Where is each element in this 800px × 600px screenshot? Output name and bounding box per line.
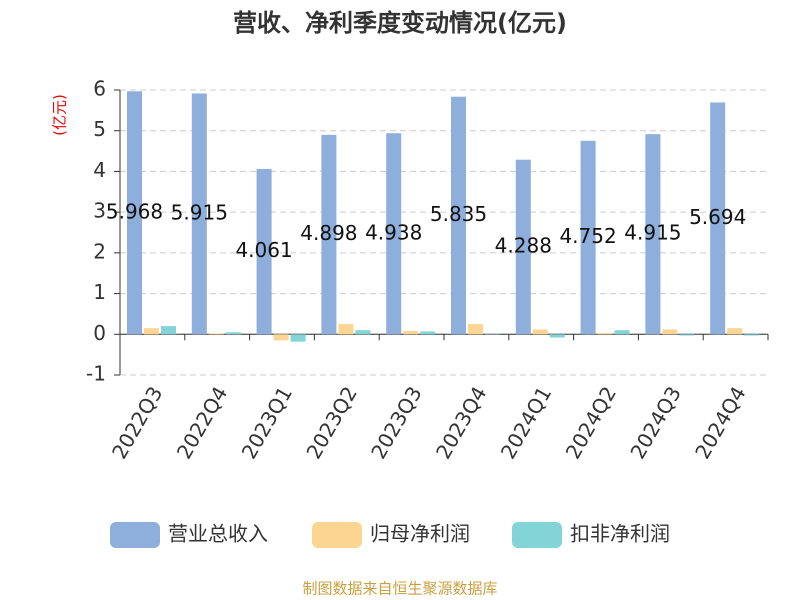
- bar: [744, 334, 759, 335]
- data-label: 4.061: [235, 238, 292, 262]
- y-tick-label: 1: [93, 280, 106, 304]
- x-tick-label: 2023Q1: [237, 382, 297, 463]
- bar: [468, 324, 483, 334]
- bar: [355, 330, 370, 334]
- y-axis-label: (亿元): [51, 94, 69, 136]
- data-label: 5.915: [171, 200, 228, 224]
- bar: [274, 334, 289, 340]
- x-tick-label: 2023Q2: [301, 382, 361, 463]
- data-label: 4.898: [300, 221, 357, 245]
- legend-swatch: [512, 522, 562, 548]
- chart: 营收、净利季度变动情况(亿元) (亿元) 制图数据来自恒生聚源数据库 -1 0 1 2…: [0, 0, 800, 600]
- legend-label: 扣非净利润: [570, 522, 670, 546]
- bar: [338, 324, 353, 334]
- bar: [291, 334, 306, 341]
- y-tick-label: 0: [93, 321, 106, 345]
- bar: [226, 332, 241, 334]
- bar: [161, 326, 176, 334]
- data-label: 4.752: [559, 224, 616, 248]
- bar: [420, 331, 435, 334]
- y-tick-label: 5: [93, 117, 106, 141]
- legend-label: 营业总收入: [168, 522, 268, 546]
- legend-label: 归母净利润: [370, 522, 470, 546]
- chart-title: 营收、净利季度变动情况(亿元): [233, 9, 567, 37]
- x-tick-label: 2024Q1: [496, 382, 556, 463]
- bar: [403, 331, 418, 334]
- y-tick-label: -1: [86, 362, 106, 386]
- y-tick-label: 2: [93, 239, 106, 263]
- x-tick-label: 2023Q4: [431, 382, 491, 463]
- bar: [144, 328, 159, 334]
- bar: [209, 333, 224, 334]
- bar: [662, 329, 677, 334]
- legend-swatch: [110, 522, 160, 548]
- x-tick-label: 2024Q2: [561, 382, 621, 463]
- x-tick-label: 2024Q4: [690, 382, 750, 463]
- x-tick-label: 2023Q3: [366, 382, 426, 463]
- data-label: 4.938: [365, 220, 422, 244]
- bar: [615, 330, 630, 334]
- bar: [550, 334, 565, 337]
- y-tick-label: 6: [93, 77, 106, 101]
- data-label: 5.694: [689, 205, 746, 229]
- legend-swatch: [312, 522, 362, 548]
- source-note: 制图数据来自恒生聚源数据库: [302, 580, 497, 598]
- data-label: 5.835: [430, 202, 487, 226]
- x-tick-label: 2024Q3: [625, 382, 685, 463]
- y-tick-label: 3: [93, 199, 106, 223]
- data-label: 5.968: [106, 199, 163, 223]
- data-label: 4.915: [624, 221, 681, 245]
- x-tick-label: 2022Q4: [172, 382, 232, 463]
- y-tick-label: 4: [93, 158, 106, 182]
- x-tick-label: 2022Q3: [107, 382, 167, 463]
- bar: [598, 333, 613, 334]
- bar: [533, 329, 548, 334]
- bar: [727, 328, 742, 334]
- data-label: 4.288: [495, 233, 552, 257]
- bar: [679, 334, 694, 335]
